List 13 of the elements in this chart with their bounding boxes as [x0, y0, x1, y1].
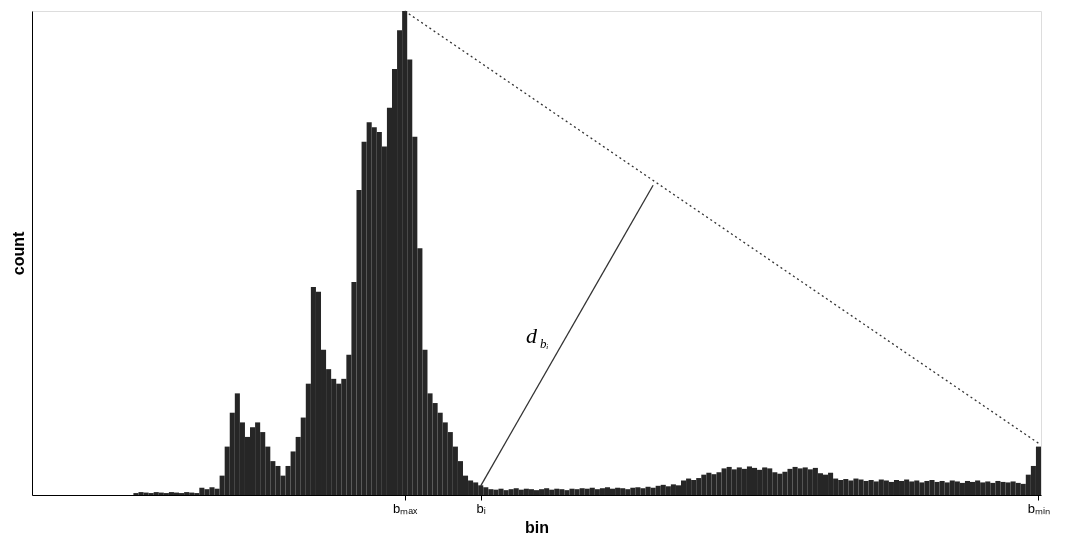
- x-tick-label: bᵢ: [476, 500, 486, 516]
- bar: [315, 291, 322, 495]
- bar: [893, 480, 900, 495]
- bar: [822, 474, 829, 495]
- x-tick-label: bₘₐₓ: [393, 500, 419, 516]
- x-tick-label: bₘᵢₙ: [1027, 500, 1051, 516]
- bar: [533, 490, 540, 495]
- x-axis-title: bin: [525, 518, 549, 536]
- y-axis-title: count: [9, 231, 27, 276]
- bar: [604, 487, 611, 495]
- bar: [1035, 446, 1041, 495]
- bar: [751, 467, 758, 495]
- bar: [964, 480, 971, 495]
